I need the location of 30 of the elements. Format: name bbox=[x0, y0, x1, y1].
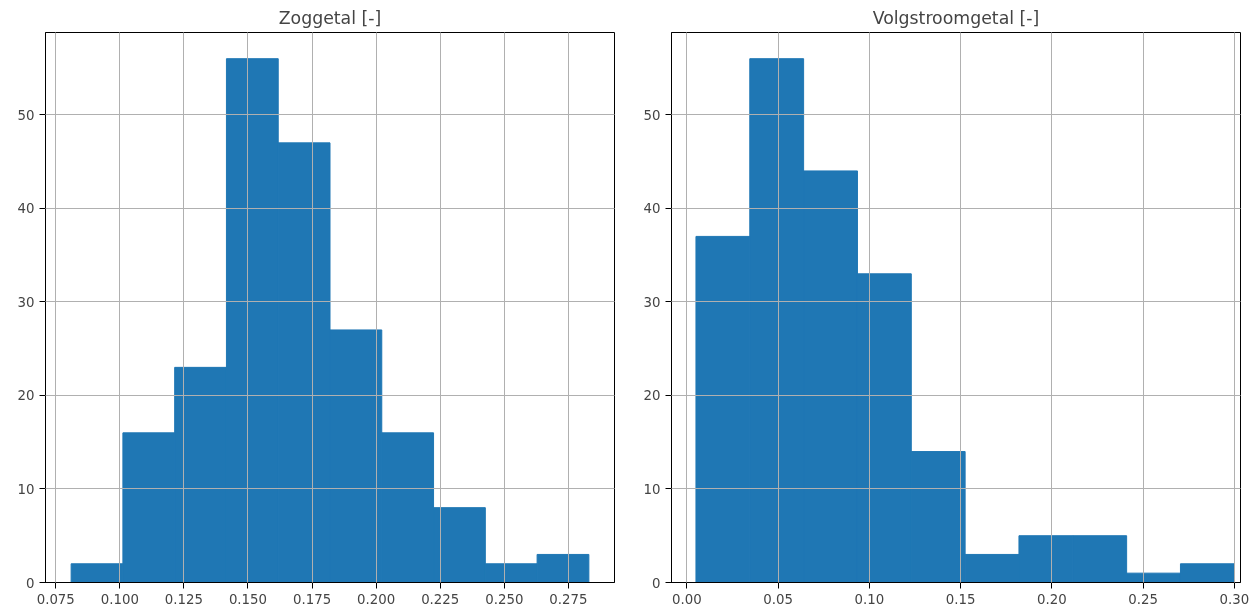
y-tick-label: 30 bbox=[643, 294, 661, 310]
y-tick-label: 50 bbox=[643, 107, 661, 123]
y-tick-label: 20 bbox=[643, 388, 661, 404]
x-tick-label: 0.20 bbox=[1036, 591, 1067, 607]
x-tick-label: 0.225 bbox=[421, 591, 460, 607]
x-tick-label: 0.05 bbox=[763, 591, 793, 607]
y-tick-label: 0 bbox=[26, 575, 35, 591]
y-tick-label: 10 bbox=[17, 481, 35, 497]
x-tick-label: 0.00 bbox=[671, 591, 702, 607]
chart-title: Zoggetal [-] bbox=[278, 7, 382, 28]
chart-title: Volgstroomgetal [-] bbox=[872, 7, 1040, 28]
x-tick-label: 0.200 bbox=[357, 591, 396, 607]
y-tick-label: 20 bbox=[17, 388, 35, 404]
x-tick-label: 0.075 bbox=[36, 591, 75, 607]
x-tick-label: 0.25 bbox=[1128, 591, 1158, 607]
y-tick-label: 10 bbox=[643, 481, 661, 497]
x-tick-label: 0.100 bbox=[100, 591, 139, 607]
x-tick-label: 0.275 bbox=[549, 591, 588, 607]
y-tick-label: 50 bbox=[17, 107, 35, 123]
y-tick-label: 40 bbox=[643, 201, 661, 217]
y-tick-label: 30 bbox=[17, 294, 35, 310]
x-tick-label: 0.30 bbox=[1219, 591, 1250, 607]
x-tick-label: 0.250 bbox=[485, 591, 524, 607]
x-tick-label: 0.125 bbox=[164, 591, 203, 607]
y-tick-label: 0 bbox=[652, 575, 661, 591]
x-tick-label: 0.10 bbox=[854, 591, 885, 607]
y-tick-label: 40 bbox=[17, 201, 35, 217]
x-tick-label: 0.150 bbox=[228, 591, 268, 607]
x-tick-label: 0.15 bbox=[945, 591, 976, 607]
x-tick-label: 0.175 bbox=[292, 591, 332, 607]
